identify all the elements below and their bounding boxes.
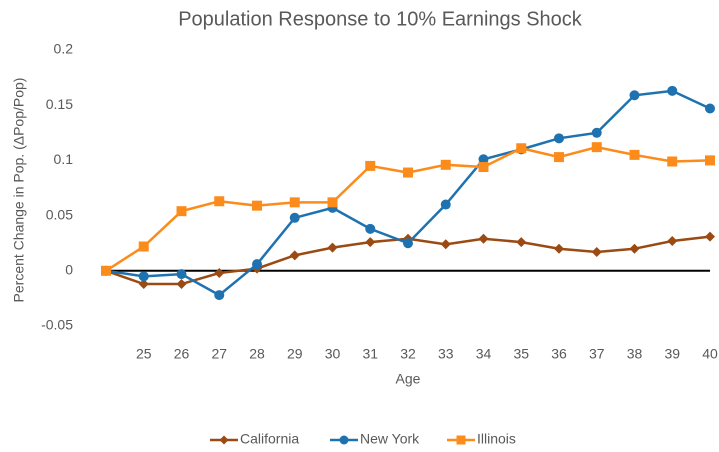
data-point (289, 197, 300, 208)
series-line (105, 145, 711, 272)
x-tick-label: 39 (664, 346, 680, 362)
x-tick-label: 28 (249, 346, 265, 362)
data-point (214, 268, 225, 279)
data-point (101, 265, 111, 276)
data-point (440, 199, 451, 210)
data-point (591, 127, 602, 138)
data-point (516, 237, 527, 248)
x-tick-label: 35 (513, 346, 529, 362)
legend-label: Illinois (477, 431, 516, 447)
y-axis-label: Percent Change in Pop. (ΔPop/Pop) (11, 78, 27, 303)
data-point (629, 149, 640, 160)
data-point (591, 247, 602, 258)
data-point (289, 212, 300, 223)
x-tick-label: 29 (287, 346, 303, 362)
x-tick-label: 40 (702, 346, 718, 362)
x-axis-label: Age (396, 371, 421, 387)
series-line (105, 89, 711, 297)
data-point (478, 154, 489, 165)
data-point (705, 231, 715, 242)
legend-marker (456, 435, 466, 445)
data-point (403, 167, 413, 178)
y-tick-label: 0.2 (54, 41, 74, 57)
data-point (327, 197, 338, 208)
data-point (440, 159, 451, 170)
data-point (629, 243, 640, 254)
data-point (516, 143, 527, 154)
data-point (176, 269, 187, 280)
y-tick-label: 0.05 (46, 206, 73, 222)
data-point (629, 90, 640, 101)
data-point (554, 243, 564, 254)
x-tick-label: 25 (136, 346, 152, 362)
chart-title: Population Response to 10% Earnings Shoc… (178, 8, 583, 30)
x-tick-label: 32 (400, 346, 416, 362)
data-point (365, 237, 376, 248)
x-tick-label: 27 (211, 346, 227, 362)
x-tick-label: 26 (174, 346, 190, 362)
x-tick-label: 38 (627, 346, 643, 362)
x-tick-label: 33 (438, 346, 454, 362)
data-point (705, 103, 715, 114)
data-point (252, 200, 262, 211)
data-point (365, 160, 376, 171)
data-point (252, 259, 262, 270)
x-tick-label: 31 (362, 346, 378, 362)
data-point (403, 238, 413, 249)
data-point (138, 271, 149, 282)
data-point (440, 239, 451, 250)
data-point (138, 279, 149, 290)
data-point (554, 152, 564, 163)
data-point (176, 279, 187, 290)
data-point (554, 133, 564, 144)
data-point (478, 162, 489, 173)
data-point (138, 241, 149, 252)
data-point (478, 233, 489, 244)
data-point (176, 206, 187, 217)
y-tick-label: 0.15 (46, 96, 73, 112)
data-point (289, 250, 300, 261)
x-tick-label: 34 (476, 346, 492, 362)
legend-marker (339, 435, 349, 445)
x-tick-label: 36 (551, 346, 567, 362)
x-tick-label: 37 (589, 346, 605, 362)
y-tick-label: 0.1 (54, 151, 74, 167)
data-point (705, 155, 715, 166)
data-point (327, 242, 338, 253)
data-point (214, 290, 225, 301)
y-tick-label: 0 (65, 262, 73, 278)
data-point (667, 156, 678, 167)
data-point (667, 235, 678, 246)
y-tick-label: -0.05 (41, 317, 73, 333)
data-point (214, 196, 225, 207)
legend-label: New York (360, 431, 420, 447)
legend-label: California (240, 431, 299, 447)
legend-marker (219, 435, 229, 445)
data-point (591, 142, 602, 153)
data-point (365, 223, 376, 234)
x-tick-label: 30 (325, 346, 341, 362)
data-point (667, 85, 678, 96)
